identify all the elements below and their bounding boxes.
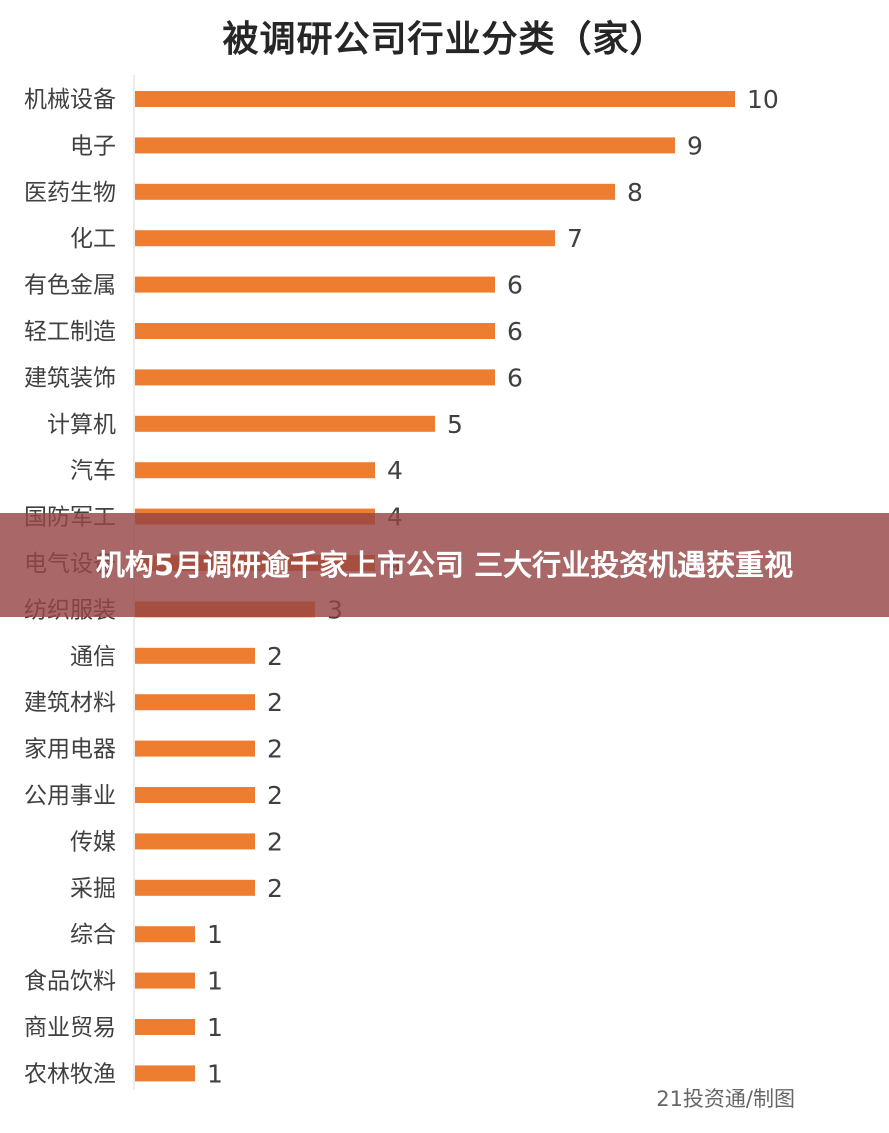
category-label: 计算机	[47, 412, 116, 438]
category-label: 农林牧渔	[24, 1061, 116, 1087]
bar	[135, 879, 255, 896]
data-label: 4	[387, 456, 403, 485]
category-label: 汽车	[70, 458, 116, 484]
category-label: 公用事业	[24, 783, 116, 809]
bar	[135, 833, 255, 850]
data-label: 1	[207, 1013, 223, 1042]
data-label: 1	[207, 1059, 223, 1088]
data-label: 8	[627, 178, 643, 207]
data-label: 2	[267, 735, 283, 764]
data-label: 6	[507, 317, 523, 346]
bar	[135, 926, 195, 943]
headline-banner[interactable]: 机构5月调研逾千家上市公司 三大行业投资机遇获重视	[0, 513, 889, 617]
category-label: 家用电器	[24, 737, 116, 763]
category-label: 轻工制造	[24, 319, 116, 345]
bar	[135, 740, 255, 757]
bar	[135, 230, 555, 247]
data-label: 7	[567, 224, 583, 253]
category-label: 食品饮料	[24, 969, 116, 995]
category-label: 电子	[70, 133, 116, 159]
bar	[135, 323, 495, 339]
bar	[135, 1019, 195, 1035]
category-label: 传媒	[70, 829, 116, 855]
category-label: 建筑装饰	[24, 365, 116, 391]
data-label: 9	[687, 131, 703, 160]
bar	[135, 137, 675, 154]
data-label: 1	[207, 920, 223, 949]
bar	[135, 1065, 195, 1082]
bar	[135, 276, 495, 293]
data-label: 6	[507, 271, 523, 300]
data-label: 10	[747, 85, 779, 114]
data-label: 1	[207, 967, 223, 996]
bar	[135, 462, 375, 479]
category-label: 医药生物	[24, 180, 116, 206]
data-label: 2	[267, 781, 283, 810]
category-label: 建筑材料	[24, 690, 116, 716]
bar	[135, 415, 435, 432]
category-label: 综合	[70, 922, 116, 948]
bar	[135, 647, 255, 664]
chart-title: 被调研公司行业分类（家）	[222, 19, 667, 60]
bar	[135, 787, 255, 803]
bar	[135, 369, 495, 386]
data-label: 5	[447, 410, 463, 439]
category-label: 化工	[70, 226, 116, 252]
bar	[135, 694, 255, 711]
source-credit: 21投资通/制图	[656, 1087, 795, 1111]
data-label: 6	[507, 363, 523, 392]
data-label: 2	[267, 642, 283, 671]
bar	[135, 972, 195, 989]
category-label: 有色金属	[24, 273, 116, 299]
category-label: 采掘	[70, 876, 116, 902]
category-label: 商业贸易	[24, 1015, 116, 1041]
bar	[135, 183, 615, 200]
headline-text: 机构5月调研逾千家上市公司 三大行业投资机遇获重视	[95, 548, 794, 582]
category-label: 通信	[70, 644, 116, 670]
data-label: 2	[267, 688, 283, 717]
data-label: 2	[267, 874, 283, 903]
data-label: 2	[267, 827, 283, 856]
category-label: 机械设备	[24, 87, 116, 113]
bar	[135, 91, 735, 107]
